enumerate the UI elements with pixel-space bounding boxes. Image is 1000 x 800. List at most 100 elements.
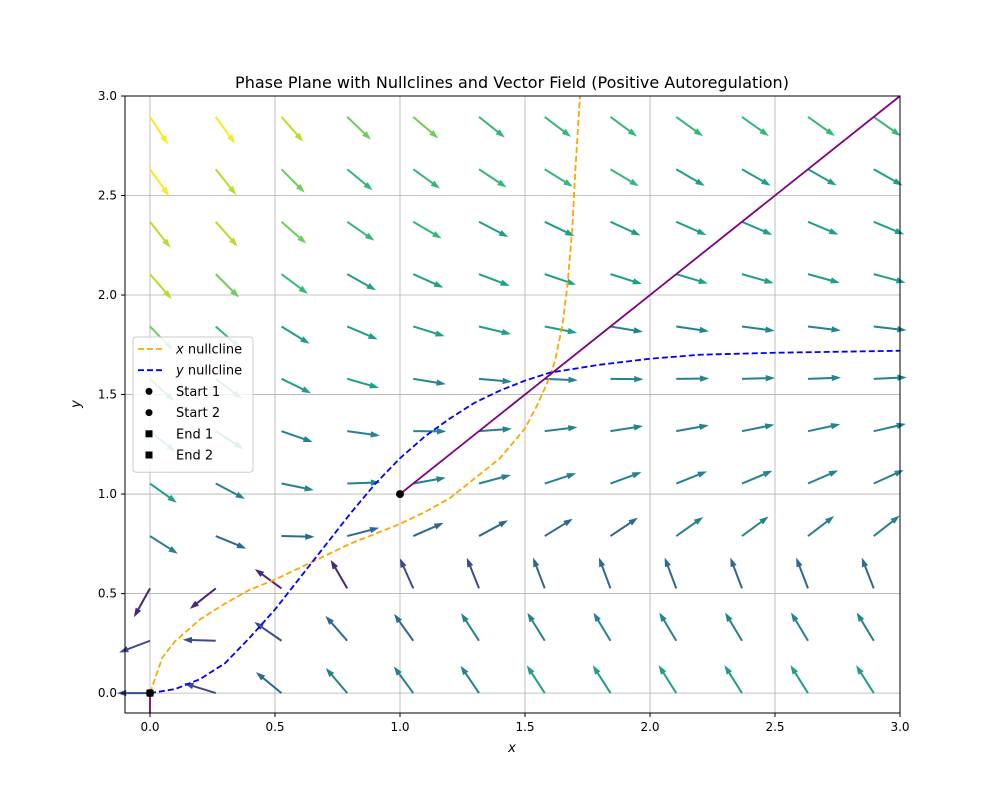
vector-arrowhead — [856, 612, 865, 623]
vector-arrowhead — [430, 180, 440, 189]
vector-arrowhead — [369, 382, 379, 389]
vector-arrowhead — [634, 375, 644, 383]
y-tick-label: 1.5 — [98, 388, 117, 402]
vector-arrowhead — [330, 559, 339, 570]
vector-arrowhead — [592, 665, 601, 675]
vector-arrowhead — [699, 326, 709, 334]
x-tick-label: 1.5 — [515, 720, 534, 734]
vector-arrowhead — [133, 607, 142, 618]
vector-arrowhead — [633, 327, 644, 334]
vector-arrowhead — [436, 428, 447, 435]
y-tick-label: 2.0 — [98, 288, 117, 302]
legend-label-text: nullcline — [184, 343, 242, 358]
vector-arrowhead — [828, 228, 839, 235]
markers — [146, 490, 404, 698]
vector-arrowhead — [759, 516, 769, 525]
vector-arrowhead — [182, 636, 193, 644]
vector-arrowhead — [168, 546, 178, 554]
vector-arrowhead — [561, 128, 572, 137]
vector-arrowhead — [229, 237, 238, 247]
vector-arrowhead — [497, 179, 507, 188]
vector-arrowhead — [762, 228, 773, 235]
vector-arrowhead — [566, 473, 577, 480]
vector-arrowhead — [526, 665, 535, 675]
vector-arrowhead — [527, 612, 535, 623]
vector-arrowhead — [161, 186, 170, 197]
y-axis-label: y — [69, 400, 84, 409]
vector-arrowhead — [364, 232, 375, 241]
legend: x nullcline y nullcline Start 1 Start 2 End … — [132, 336, 254, 473]
vector-arrowhead — [495, 129, 505, 138]
vector-arrowhead — [658, 665, 667, 675]
vector-arrowhead — [460, 665, 469, 676]
vector-arrowhead — [498, 229, 509, 238]
vector-arrowhead — [119, 646, 129, 653]
vector-arrowhead — [498, 520, 508, 528]
vector-arrowhead — [593, 612, 601, 623]
x-tick-label: 0.5 — [265, 720, 284, 734]
vector-arrowhead — [894, 228, 905, 235]
x-tick-label: 3.0 — [890, 720, 909, 734]
vector-arrowhead — [896, 326, 907, 333]
vector-arrowhead — [305, 533, 315, 540]
x-tick-label: 0.0 — [140, 720, 159, 734]
y-tick-label: 0.5 — [98, 587, 117, 601]
vector-arrowhead — [433, 522, 444, 530]
vector-arrowhead — [501, 328, 512, 336]
vector-arrowhead — [730, 557, 737, 568]
vector-arrowhead — [796, 557, 803, 568]
vector-arrowhead — [563, 179, 573, 187]
x-tick-label: 2.0 — [640, 720, 659, 734]
x-axis-label: x — [507, 741, 516, 756]
vector-arrowhead — [764, 423, 775, 430]
vector-arrowhead — [162, 238, 171, 248]
vector-arrowhead — [629, 178, 639, 187]
trajectory-line — [399, 95, 901, 495]
vector-arrowhead — [433, 280, 444, 288]
vector-arrowhead — [699, 423, 709, 431]
vector-arrowhead — [628, 517, 638, 526]
vector-arrowhead — [304, 485, 314, 492]
vector-arrowhead — [325, 667, 335, 678]
y-tick-label: 0.0 — [98, 686, 117, 700]
vector-arrowhead — [698, 277, 708, 284]
y-nullcline-curve — [149, 349, 901, 694]
vector-field — [117, 116, 907, 697]
vector-arrowhead — [896, 422, 906, 430]
vector-arrowhead — [230, 288, 240, 298]
vector-arrowhead — [254, 568, 265, 577]
legend-label-math: y — [175, 364, 184, 379]
vector-arrowhead — [466, 557, 474, 568]
vector-arrowhead — [627, 128, 638, 137]
vector-arrowhead — [254, 622, 264, 630]
vector-arrowhead — [724, 665, 733, 675]
legend-label: End 1 — [176, 427, 213, 442]
x-tick-label: 1.0 — [390, 720, 409, 734]
plot-frame — [124, 95, 901, 714]
vector-arrowhead — [693, 128, 703, 137]
vector-arrowhead — [861, 557, 869, 568]
vector-arrowhead — [563, 518, 573, 527]
chart-title: Phase Plane with Nullclines and Vector F… — [235, 73, 789, 92]
vector-arrowhead — [533, 557, 540, 568]
legend-label: Start 1 — [176, 385, 220, 400]
vector-arrowhead — [759, 128, 769, 137]
legend-label: x nullcline — [175, 343, 242, 358]
vector-arrowhead — [856, 665, 864, 675]
vector-arrowhead — [791, 612, 799, 623]
vector-arrowhead — [895, 277, 906, 284]
legend-label-text: nullcline — [184, 364, 242, 379]
vector-arrowhead — [297, 235, 307, 244]
legend-square-swatch — [145, 451, 153, 459]
vector-arrowhead — [699, 375, 710, 382]
vector-arrowhead — [598, 557, 606, 568]
vector-arrowhead — [429, 129, 439, 139]
vector-arrowhead — [831, 326, 841, 333]
vector-arrowhead — [294, 132, 304, 142]
vector-arrowhead — [891, 128, 901, 136]
vector-arrowhead — [566, 278, 576, 285]
vector-arrowhead — [659, 612, 667, 623]
legend-label: Start 2 — [176, 406, 220, 421]
vector-arrowhead — [697, 471, 707, 478]
